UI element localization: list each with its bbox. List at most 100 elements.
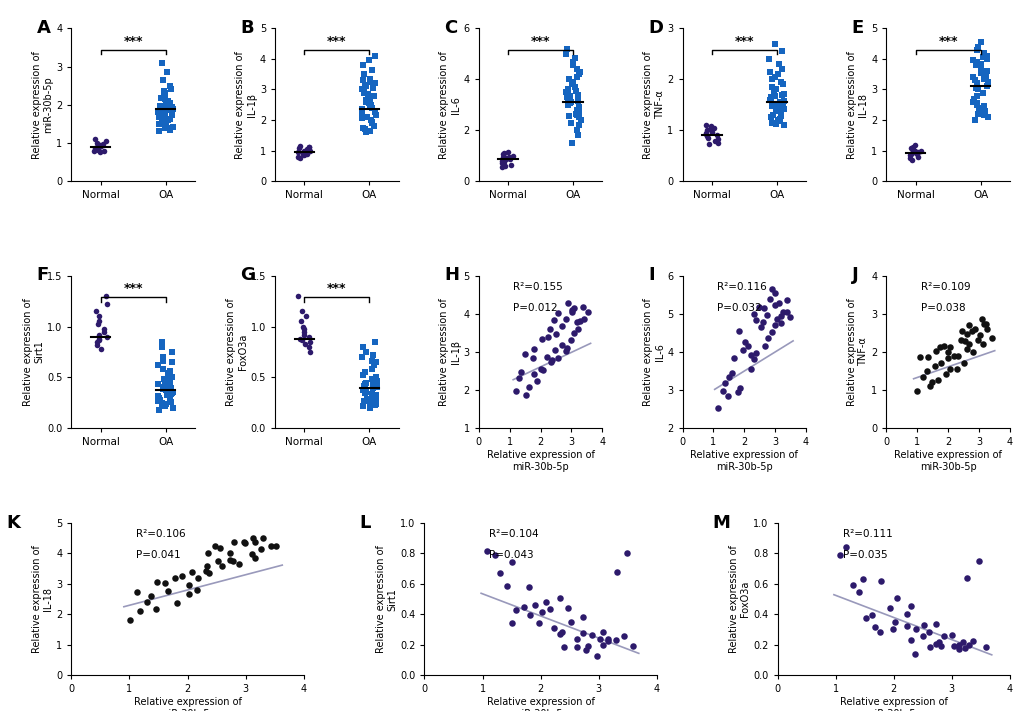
Y-axis label: Relative expression of
FoxO3a: Relative expression of FoxO3a bbox=[226, 298, 248, 406]
Point bbox=[99, 299, 115, 310]
Point bbox=[915, 619, 931, 631]
Point bbox=[357, 386, 373, 397]
Point bbox=[358, 346, 374, 358]
Point bbox=[534, 364, 550, 375]
Point bbox=[91, 140, 107, 151]
Point bbox=[550, 352, 567, 363]
Point bbox=[503, 556, 520, 567]
Point bbox=[758, 309, 774, 321]
Point bbox=[92, 329, 108, 341]
Point bbox=[769, 114, 786, 126]
Point bbox=[90, 144, 106, 156]
Point bbox=[356, 383, 372, 395]
Point bbox=[93, 140, 109, 151]
Point bbox=[521, 581, 537, 592]
Point bbox=[927, 346, 944, 357]
Point bbox=[507, 385, 524, 397]
Point bbox=[369, 381, 385, 392]
Point bbox=[363, 391, 379, 402]
Point bbox=[700, 139, 716, 150]
Point bbox=[99, 331, 115, 343]
Point bbox=[559, 84, 576, 95]
Text: R²=0.116: R²=0.116 bbox=[716, 282, 766, 292]
Point bbox=[164, 372, 180, 383]
Point bbox=[301, 341, 317, 353]
Point bbox=[575, 314, 591, 325]
Point bbox=[521, 381, 537, 392]
Point bbox=[368, 398, 384, 410]
Text: D: D bbox=[647, 19, 662, 37]
Point bbox=[594, 639, 610, 651]
Point bbox=[766, 299, 783, 311]
Point bbox=[923, 377, 940, 388]
Point bbox=[562, 97, 579, 108]
Point bbox=[358, 95, 374, 106]
Point bbox=[183, 567, 200, 578]
Point bbox=[779, 306, 795, 317]
X-axis label: Relative expression of
miR-30b-5p: Relative expression of miR-30b-5p bbox=[839, 697, 947, 711]
Point bbox=[969, 334, 985, 346]
Point bbox=[290, 142, 307, 154]
Point bbox=[356, 87, 372, 98]
Point bbox=[777, 294, 794, 306]
Point bbox=[907, 624, 923, 635]
Point bbox=[571, 66, 587, 77]
Point bbox=[566, 81, 582, 92]
Point bbox=[294, 321, 311, 332]
Point bbox=[298, 311, 314, 322]
Point bbox=[716, 377, 733, 388]
Point bbox=[97, 135, 113, 146]
Point bbox=[960, 338, 976, 350]
Point bbox=[365, 377, 381, 388]
Point bbox=[599, 635, 615, 646]
Point bbox=[89, 339, 105, 351]
Point bbox=[354, 84, 370, 95]
Point bbox=[504, 150, 521, 161]
Point bbox=[854, 573, 870, 584]
Point bbox=[158, 67, 174, 78]
Point bbox=[164, 101, 180, 112]
Point bbox=[362, 76, 378, 87]
Point bbox=[541, 324, 557, 335]
Point bbox=[157, 93, 173, 105]
Text: ***: *** bbox=[734, 36, 753, 48]
Point bbox=[607, 634, 624, 646]
Point bbox=[964, 72, 980, 83]
Point bbox=[189, 584, 205, 595]
Point bbox=[899, 620, 915, 631]
Point bbox=[363, 99, 379, 110]
Point bbox=[299, 149, 315, 160]
Point bbox=[291, 140, 308, 151]
Point bbox=[902, 634, 918, 646]
Point bbox=[736, 336, 752, 347]
Point bbox=[364, 374, 380, 385]
Point bbox=[362, 125, 378, 137]
Point bbox=[747, 315, 763, 326]
Point bbox=[972, 58, 988, 69]
Point bbox=[960, 319, 976, 331]
Point bbox=[163, 387, 179, 398]
Point bbox=[541, 603, 557, 614]
Point bbox=[568, 124, 584, 136]
Point bbox=[964, 635, 980, 646]
Point bbox=[151, 111, 167, 122]
Point bbox=[752, 321, 768, 333]
Point bbox=[773, 63, 790, 75]
Point bbox=[948, 363, 964, 375]
Text: H: H bbox=[444, 267, 459, 284]
Point bbox=[522, 610, 538, 621]
Point bbox=[969, 41, 985, 53]
Point bbox=[98, 290, 114, 301]
Point bbox=[212, 542, 228, 554]
Point bbox=[767, 84, 784, 95]
Point bbox=[702, 120, 718, 132]
Point bbox=[158, 398, 174, 410]
Point bbox=[764, 109, 781, 121]
Point bbox=[162, 114, 178, 125]
Point bbox=[906, 648, 922, 660]
Point bbox=[971, 329, 987, 341]
Point bbox=[493, 158, 510, 169]
Y-axis label: Relative expression of
FoxO3a: Relative expression of FoxO3a bbox=[728, 545, 750, 653]
Point bbox=[236, 536, 253, 547]
Point bbox=[571, 112, 587, 123]
